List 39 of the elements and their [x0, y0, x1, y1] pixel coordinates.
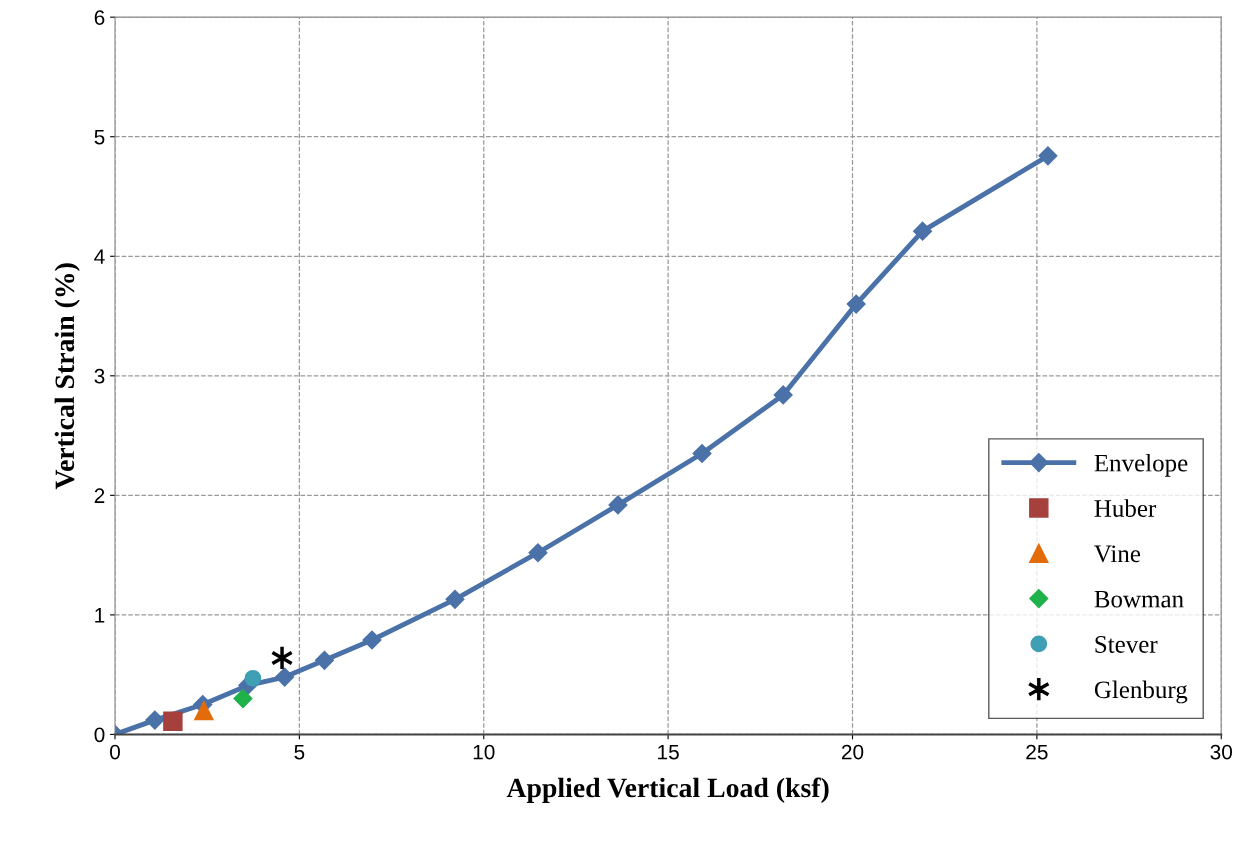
x-tick-label: 15 — [658, 744, 679, 760]
y-tick-label: 6 — [94, 10, 105, 25]
y-tick-label: 1 — [95, 608, 105, 623]
x-tick-label: 5 — [294, 744, 305, 760]
point — [913, 221, 933, 241]
point — [194, 700, 214, 721]
legend-label: Huber — [1094, 499, 1157, 517]
x-tick-label: 0 — [110, 744, 120, 760]
x-tick-label: 10 — [473, 744, 495, 760]
x-tick-label: 20 — [841, 744, 864, 760]
point — [846, 294, 866, 314]
point — [233, 689, 253, 709]
y-axis-title: Vertical Strain (%) — [54, 263, 80, 490]
x-axis-title: Applied Vertical Load (ksf) — [506, 777, 829, 803]
point — [244, 669, 262, 687]
point — [445, 589, 465, 609]
y-tick-label: 5 — [94, 129, 105, 145]
y-tick-label: 4 — [94, 249, 105, 264]
legend-label: Envelope — [1094, 454, 1188, 477]
y-tick-label: 3 — [94, 368, 105, 384]
y-tick-label: 0 — [94, 727, 105, 743]
point — [362, 630, 382, 650]
point — [692, 443, 712, 464]
x-tick-label: 25 — [1026, 744, 1048, 760]
point — [1038, 146, 1058, 166]
legend-label: Stever — [1095, 636, 1158, 653]
point — [275, 667, 295, 687]
point — [163, 711, 183, 732]
point — [608, 495, 628, 515]
point — [773, 385, 793, 405]
legend-label: Glenburg — [1094, 680, 1188, 704]
legend-label: Bowman — [1094, 590, 1184, 608]
point — [528, 543, 548, 563]
x-tick-label: 30 — [1210, 744, 1233, 760]
point — [145, 710, 165, 730]
point — [270, 645, 294, 671]
point — [314, 650, 334, 670]
y-tick-label: 2 — [94, 488, 105, 503]
legend-label: Vine — [1094, 545, 1141, 563]
